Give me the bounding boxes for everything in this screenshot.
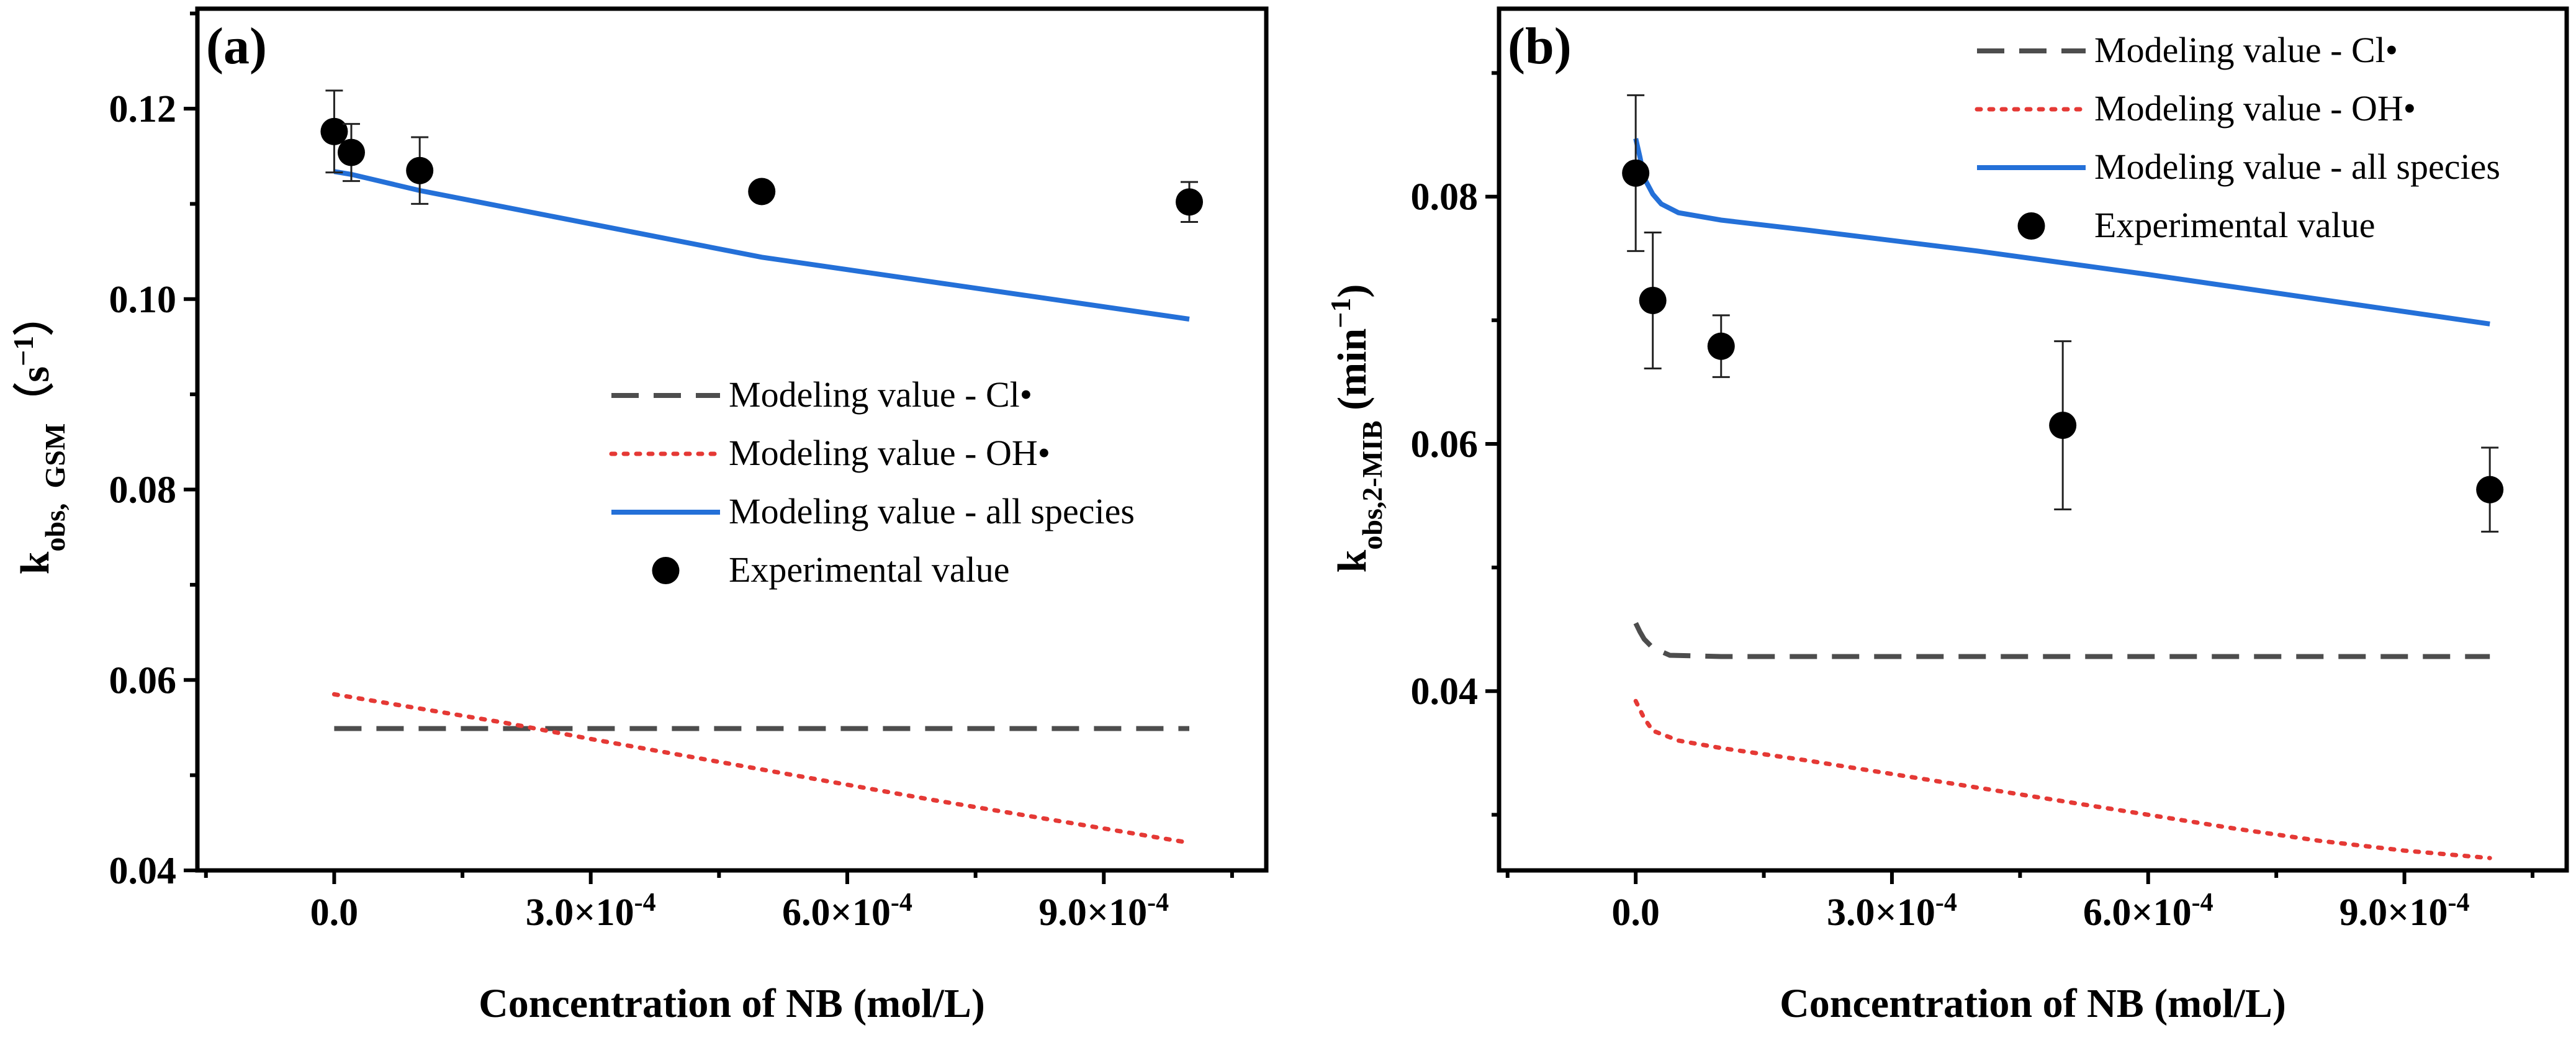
x-tick-label: 0.0 bbox=[310, 892, 359, 934]
data-point bbox=[320, 117, 348, 145]
y-axis-title-part: k bbox=[12, 551, 58, 574]
y-tick-label: 0.06 bbox=[1411, 423, 1479, 466]
x-axis-title: Concentration of NB (mol/L) bbox=[1780, 981, 2286, 1026]
x-tick-exponent: -4 bbox=[1935, 888, 1957, 917]
x-tick-exponent: -4 bbox=[2192, 888, 2213, 917]
legend: Modeling value - Cl• Modeling value - OH•… bbox=[609, 374, 1135, 590]
x-tick-exponent: -4 bbox=[1147, 888, 1169, 917]
legend-label: Modeling value - OH• bbox=[2094, 88, 2416, 129]
data-point bbox=[406, 156, 434, 184]
x-tick-mantissa: 3.0×10 bbox=[526, 892, 634, 934]
data-point bbox=[1176, 188, 1204, 216]
data-point bbox=[337, 138, 365, 166]
data-point bbox=[2476, 476, 2504, 503]
y-axis-title-part: （s bbox=[12, 366, 58, 423]
series-modeling-value-cl-line bbox=[1633, 621, 2490, 659]
x-tick-exponent: -4 bbox=[2448, 888, 2469, 917]
y-axis-title: kobs, GSM（s−1） bbox=[7, 295, 71, 574]
x-tick-exponent: -4 bbox=[891, 888, 912, 917]
legend-label: Modeling value - all species bbox=[729, 491, 1135, 531]
plot-frame bbox=[195, 6, 1269, 873]
legend: Modeling value - Cl• Modeling value - OH•… bbox=[1975, 30, 2500, 245]
y-axis-title-part: (min bbox=[1330, 328, 1375, 421]
legend-label: Modeling value - Cl• bbox=[2094, 30, 2398, 70]
legend-label: Experimental value bbox=[2094, 205, 2376, 245]
legend-label: Modeling value - all species bbox=[2094, 147, 2500, 187]
y-axis-title: kobs,2-MIB (min−1) bbox=[1325, 284, 1388, 573]
x-tick-label: 9.0×10-4 bbox=[2340, 888, 2470, 934]
y-tick-label: 0.06 bbox=[109, 659, 177, 702]
legend-label: Experimental value bbox=[729, 549, 1010, 590]
series-modeling-value-oh-line bbox=[331, 692, 1192, 845]
x-tick-label: 3.0×10-4 bbox=[526, 888, 656, 934]
x-tick-label: 9.0×10-4 bbox=[1038, 888, 1169, 934]
panel-label: (a) bbox=[206, 17, 267, 75]
data-point bbox=[1639, 286, 1667, 314]
x-tick-label: 3.0×10-4 bbox=[1827, 888, 1957, 934]
legend-label: Modeling value - OH• bbox=[729, 433, 1050, 473]
x-tick-exponent: -4 bbox=[634, 888, 656, 917]
x-tick-mantissa: 0.0 bbox=[1611, 892, 1660, 934]
x-tick-label: 6.0×10-4 bbox=[782, 888, 912, 934]
y-axis-title-part: −1 bbox=[1325, 298, 1356, 328]
x-tick-mantissa: 9.0×10 bbox=[1038, 892, 1147, 934]
series-modeling-value-oh-line bbox=[1633, 698, 2492, 860]
legend-label: Modeling value - Cl• bbox=[729, 374, 1032, 415]
y-tick-label: 0.08 bbox=[1411, 176, 1479, 219]
y-axis-title-part: ) bbox=[1330, 284, 1375, 298]
y-tick-label: 0.04 bbox=[109, 850, 177, 892]
legend-marker bbox=[2017, 212, 2045, 240]
panel-label: (b) bbox=[1508, 17, 1572, 75]
data-point bbox=[748, 178, 776, 205]
y-axis-title-part: −1 bbox=[7, 336, 39, 366]
plot-frame bbox=[1497, 6, 2569, 873]
y-tick-label: 0.10 bbox=[109, 279, 177, 321]
x-axis-title: Concentration of NB (mol/L) bbox=[479, 981, 985, 1026]
y-tick-label: 0.12 bbox=[109, 88, 177, 130]
x-tick-mantissa: 6.0×10 bbox=[782, 892, 891, 934]
data-point bbox=[1622, 159, 1650, 187]
x-tick-mantissa: 3.0×10 bbox=[1827, 892, 1935, 934]
y-tick-label: 0.08 bbox=[109, 469, 177, 512]
y-tick-label: 0.04 bbox=[1411, 670, 1479, 713]
x-tick-mantissa: 6.0×10 bbox=[2083, 892, 2192, 934]
x-tick-mantissa: 9.0×10 bbox=[2340, 892, 2448, 934]
data-point bbox=[1707, 332, 1735, 360]
chart-panel-b: 0.040.060.080.0 3.0×10-4 6.0×10-4 9.0×10-4C… bbox=[1325, 6, 2569, 1026]
y-axis-title-part: ） bbox=[12, 295, 58, 336]
x-tick-label: 6.0×10-4 bbox=[2083, 888, 2213, 934]
x-tick-label: 0.0 bbox=[1611, 892, 1660, 934]
chart-panel-a: 0.040.060.080.100.120.0 3.0×10-4 6.0×10-4 9… bbox=[7, 6, 1269, 1026]
y-axis-title-part: GSM bbox=[39, 423, 71, 489]
legend-marker bbox=[652, 557, 680, 584]
x-tick-mantissa: 0.0 bbox=[310, 892, 359, 934]
y-axis-title-part: obs, bbox=[39, 503, 71, 551]
y-axis-title-part: obs,2-MIB bbox=[1356, 420, 1388, 549]
y-axis-title-part: k bbox=[1330, 549, 1375, 572]
data-point bbox=[2049, 412, 2077, 440]
